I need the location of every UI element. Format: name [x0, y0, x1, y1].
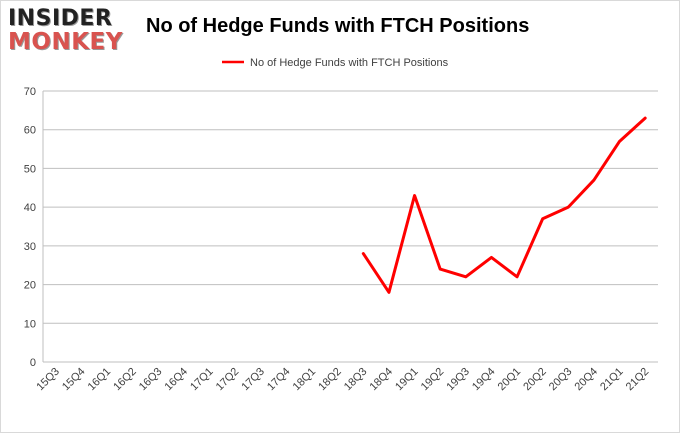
x-tick-label: 19Q2: [419, 366, 447, 394]
legend-label: No of Hedge Funds with FTCH Positions: [250, 57, 449, 69]
x-tick-label: 21Q2: [624, 366, 652, 394]
x-tick-label: 19Q3: [444, 366, 472, 394]
logo-line-2: MONKEY: [8, 29, 123, 55]
insider-monkey-logo: INSIDER MONKEY: [8, 6, 128, 56]
y-tick-label: 50: [24, 163, 36, 175]
x-tick-label: 16Q4: [163, 366, 191, 394]
x-tick-label: 16Q3: [137, 366, 165, 394]
y-tick-label: 10: [24, 318, 36, 330]
y-tick-label: 30: [24, 241, 36, 253]
x-tick-label: 21Q1: [598, 366, 626, 394]
x-tick-label: 19Q4: [470, 366, 498, 394]
series-group: [361, 116, 647, 294]
chart-title: No of Hedge Funds with FTCH Positions: [146, 15, 530, 37]
y-tick-label: 40: [24, 202, 36, 214]
x-tick-label: 15Q4: [60, 366, 88, 394]
x-tick-label: 17Q4: [265, 366, 293, 394]
x-tick-label: 20Q3: [547, 366, 575, 394]
x-tick-label: 16Q2: [111, 366, 139, 394]
legend: No of Hedge Funds with FTCH Positions: [222, 57, 449, 69]
logo-line-1: INSIDER: [8, 6, 113, 31]
grid-lines: [42, 90, 658, 363]
x-axis-ticks: 15Q315Q416Q116Q216Q316Q417Q117Q217Q317Q4…: [34, 366, 651, 394]
x-tick-label: 15Q3: [34, 366, 62, 394]
x-tick-label: 16Q1: [86, 366, 114, 394]
x-tick-label: 18Q3: [342, 366, 370, 394]
x-tick-label: 17Q2: [214, 366, 242, 394]
x-tick-label: 20Q2: [521, 366, 549, 394]
x-tick-label: 19Q1: [393, 366, 421, 394]
series-line: [361, 116, 647, 294]
x-tick-label: 17Q1: [188, 366, 216, 394]
x-tick-label: 18Q2: [316, 366, 344, 394]
x-tick-label: 20Q4: [573, 366, 601, 394]
x-tick-label: 20Q1: [496, 366, 524, 394]
y-tick-label: 0: [30, 357, 36, 369]
x-tick-label: 17Q3: [239, 366, 267, 394]
y-tick-label: 70: [24, 86, 36, 98]
y-tick-label: 20: [24, 280, 36, 292]
y-tick-label: 60: [24, 125, 36, 137]
y-axis-ticks: 0 10 20 30 40 50 60 70: [24, 86, 36, 369]
x-tick-label: 18Q4: [368, 366, 396, 394]
x-tick-label: 18Q1: [291, 366, 319, 394]
